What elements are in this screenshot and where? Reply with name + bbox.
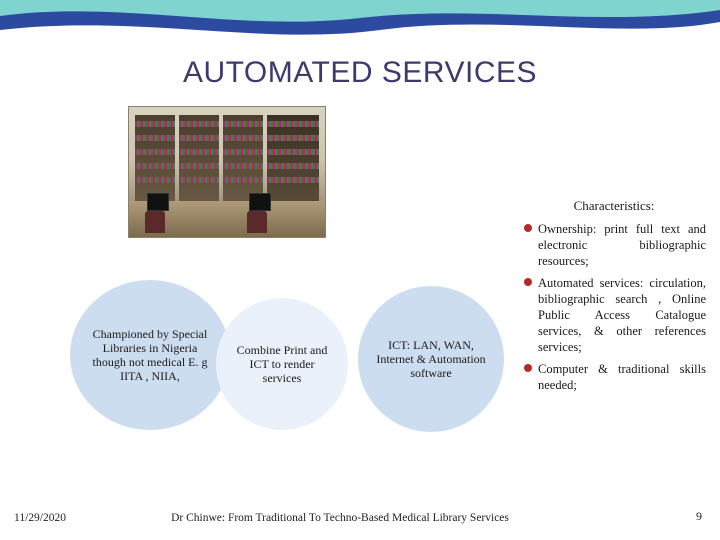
- ellipse-text: Combine Print and ICT to render services: [234, 343, 330, 385]
- list-item: Ownership: print full text and electroni…: [522, 221, 706, 269]
- decorative-wave: [0, 0, 720, 60]
- footer-citation: Dr Chinwe: From Traditional To Techno-Ba…: [170, 512, 510, 526]
- library-photo: [128, 106, 326, 238]
- list-item: Automated services: circulation, bibliog…: [522, 275, 706, 355]
- ellipse-text: ICT: LAN, WAN, Internet & Automation sof…: [376, 338, 486, 380]
- ellipse-championed: Championed by Special Libraries in Niger…: [70, 280, 230, 430]
- footer-date: 11/29/2020: [14, 512, 66, 524]
- ellipse-text: Championed by Special Libraries in Niger…: [88, 327, 212, 384]
- list-item: Computer & traditional skills needed;: [522, 361, 706, 393]
- slide-title: AUTOMATED SERVICES: [0, 56, 720, 90]
- characteristics-panel: Characteristics: Ownership: print full t…: [522, 198, 706, 399]
- characteristics-heading: Characteristics:: [522, 198, 706, 215]
- footer-page-number: 9: [696, 509, 702, 524]
- ellipse-combine: Combine Print and ICT to render services: [216, 298, 348, 430]
- characteristics-list: Ownership: print full text and electroni…: [522, 221, 706, 393]
- ellipse-ict: ICT: LAN, WAN, Internet & Automation sof…: [358, 286, 504, 432]
